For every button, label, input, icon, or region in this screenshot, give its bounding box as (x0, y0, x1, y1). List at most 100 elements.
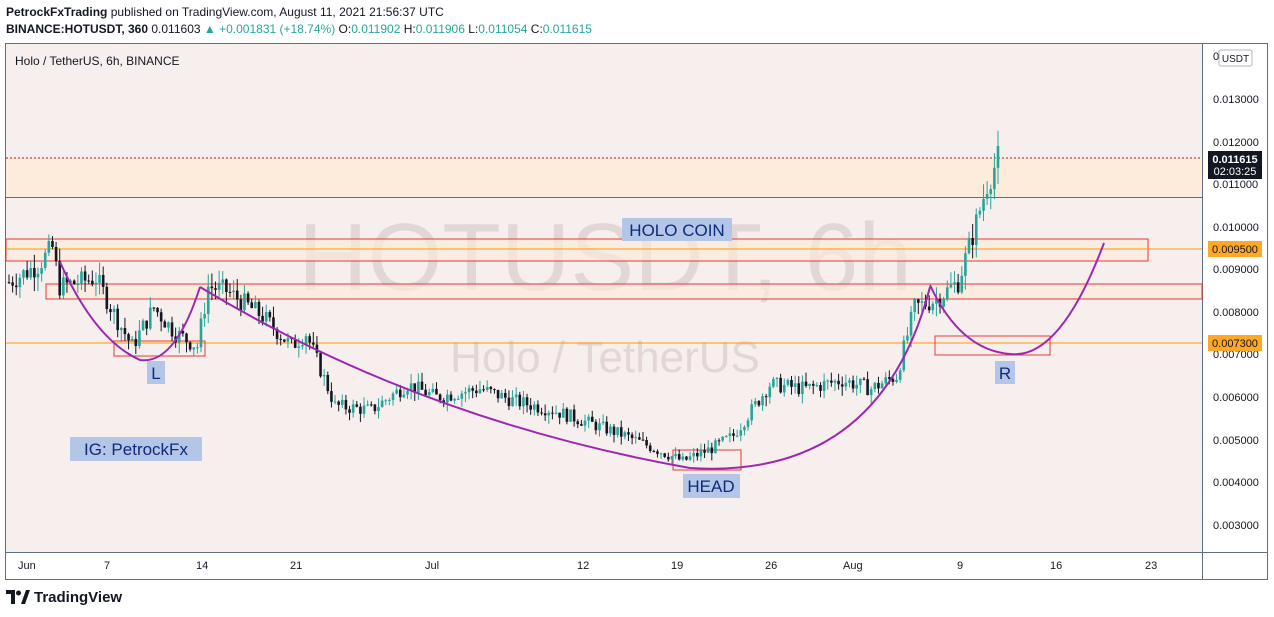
candle-body[interactable] (891, 378, 895, 382)
candle-body[interactable] (58, 261, 62, 296)
candle-body[interactable] (648, 445, 652, 451)
candle-body[interactable] (217, 282, 221, 290)
candle-body[interactable] (964, 253, 967, 276)
candle-body[interactable] (210, 286, 214, 289)
candle-body[interactable] (355, 404, 359, 407)
candle-body[interactable] (696, 452, 699, 457)
candle-body[interactable] (427, 392, 431, 396)
candle-body[interactable] (685, 456, 688, 460)
candle-body[interactable] (772, 379, 775, 387)
candle-body[interactable] (33, 268, 36, 278)
candle-body[interactable] (768, 386, 772, 398)
candle-body[interactable] (413, 383, 417, 393)
candle-body[interactable] (866, 379, 869, 396)
candle-body[interactable] (645, 440, 648, 446)
candle-body[interactable] (315, 344, 319, 353)
candle-body[interactable] (652, 450, 656, 452)
candle-body[interactable] (714, 440, 717, 454)
candle-body[interactable] (536, 404, 540, 413)
candle-body[interactable] (504, 392, 507, 398)
candle-body[interactable] (80, 271, 83, 285)
candle-body[interactable] (29, 268, 33, 278)
candle-body[interactable] (232, 290, 235, 293)
candle-body[interactable] (221, 279, 225, 283)
candle-body[interactable] (638, 437, 641, 440)
instagram-label[interactable]: IG: PetrockFx (84, 440, 188, 459)
candle-body[interactable] (750, 404, 753, 421)
candle-body[interactable] (272, 317, 275, 330)
candle-body[interactable] (482, 389, 485, 391)
candle-body[interactable] (511, 397, 514, 407)
candle-body[interactable] (641, 439, 645, 441)
candle-body[interactable] (348, 409, 351, 413)
candle-body[interactable] (446, 394, 449, 403)
candle-body[interactable] (609, 426, 612, 434)
candle-body[interactable] (235, 290, 239, 300)
candle-body[interactable] (351, 404, 355, 413)
right-shoulder-box[interactable] (934, 335, 1051, 356)
price-axis[interactable] (1203, 44, 1267, 579)
candle-body[interactable] (496, 389, 500, 399)
candle-body[interactable] (663, 453, 667, 457)
candle-body[interactable] (732, 433, 735, 436)
candle-body[interactable] (967, 238, 971, 254)
candle-body[interactable] (605, 421, 609, 434)
candle-body[interactable] (837, 380, 840, 385)
candle-body[interactable] (580, 424, 583, 426)
candle-body[interactable] (819, 385, 822, 391)
candle-body[interactable] (203, 313, 206, 319)
candle-body[interactable] (471, 388, 475, 391)
candle-body[interactable] (51, 241, 54, 247)
candle-body[interactable] (152, 307, 156, 309)
candle-body[interactable] (953, 282, 956, 285)
candle-body[interactable] (779, 377, 782, 393)
candle-body[interactable] (960, 275, 964, 293)
candle-body[interactable] (101, 274, 105, 287)
candle-body[interactable] (942, 298, 945, 307)
candle-body[interactable] (214, 288, 217, 290)
candle-body[interactable] (670, 456, 674, 460)
candle-body[interactable] (822, 381, 826, 391)
candle-body[interactable] (199, 318, 203, 348)
candle-body[interactable] (301, 345, 304, 347)
candle-body[interactable] (681, 456, 685, 460)
candle-body[interactable] (873, 382, 877, 390)
candle-body[interactable] (464, 392, 467, 394)
candle-body[interactable] (532, 404, 536, 410)
candle-body[interactable] (572, 409, 576, 422)
candle-body[interactable] (330, 391, 333, 402)
candle-body[interactable] (283, 339, 286, 342)
candle-body[interactable] (442, 400, 446, 403)
candle-body[interactable] (688, 456, 692, 460)
candle-body[interactable] (561, 408, 565, 418)
candle-body[interactable] (558, 412, 561, 418)
candle-body[interactable] (869, 389, 873, 396)
candle-body[interactable] (94, 282, 98, 285)
candle-body[interactable] (547, 412, 551, 416)
candle-body[interactable] (246, 293, 250, 303)
candle-body[interactable] (703, 450, 706, 453)
candle-body[interactable] (529, 405, 532, 410)
candle-body[interactable] (43, 252, 47, 268)
candle-body[interactable] (815, 385, 819, 387)
candle-body[interactable] (98, 274, 101, 283)
candle-body[interactable] (985, 194, 989, 199)
candle-body[interactable] (54, 246, 58, 262)
candle-body[interactable] (449, 394, 453, 401)
candle-body[interactable] (804, 381, 808, 386)
candle-body[interactable] (18, 277, 22, 288)
candle-body[interactable] (656, 451, 659, 454)
candle-body[interactable] (185, 333, 188, 343)
candle-body[interactable] (797, 383, 801, 395)
candle-body[interactable] (192, 347, 196, 350)
candle-body[interactable] (250, 302, 254, 309)
right-shoulder-label[interactable]: R (999, 364, 1011, 383)
candle-body[interactable] (518, 394, 522, 407)
candle-body[interactable] (340, 399, 344, 405)
candle-body[interactable] (243, 293, 246, 311)
candle-body[interactable] (228, 291, 232, 293)
candle-body[interactable] (844, 382, 848, 387)
candle-body[interactable] (630, 434, 634, 438)
candle-body[interactable] (956, 282, 960, 293)
currency-badge[interactable] (1218, 49, 1253, 67)
